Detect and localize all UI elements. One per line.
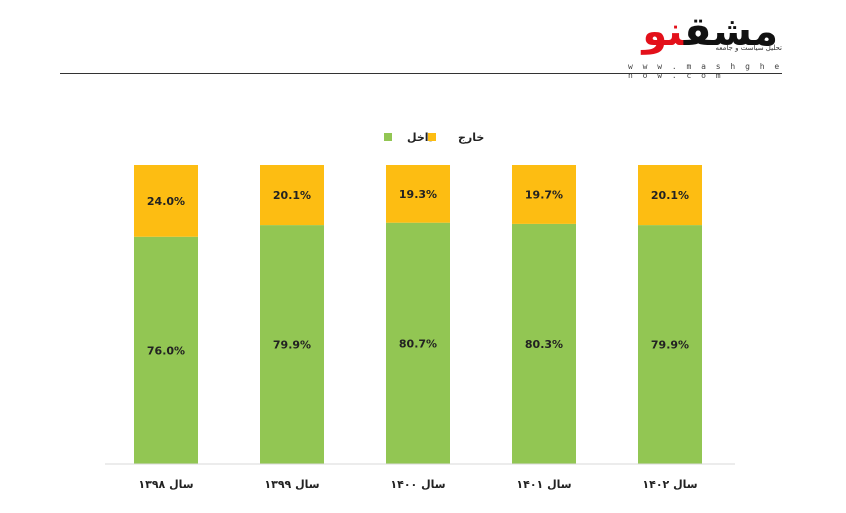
data-label-outside-5: 20.1% <box>651 189 689 202</box>
bar-segment-inside-4 <box>512 223 576 464</box>
bar-segment-inside-5 <box>638 225 702 464</box>
data-label-inside-5: 79.9% <box>651 339 689 352</box>
legend-swatch-outside <box>428 133 436 141</box>
data-label-outside-2: 20.1% <box>273 189 311 202</box>
brand-logo: مشقنو تحلیل سیاست و جامعه w w w . m a s … <box>628 8 788 80</box>
bar-segment-outside-1 <box>134 165 198 237</box>
chart-bars: 76.0% 24.0% 79.9% 20.1% 80.7% 19.3% 80.3% 19.7%… <box>134 165 702 464</box>
data-label-inside-1: 76.0% <box>147 344 185 357</box>
x-tick-label-1: سال ۱۳۹۸ <box>138 478 193 491</box>
logo-word-red: نو <box>642 9 685 55</box>
data-label-outside-1: 24.0% <box>147 195 185 208</box>
x-tick-label-5: سال ۱۴۰۲ <box>642 478 697 491</box>
logo-word-black: مشق <box>683 9 780 55</box>
logo-wordmark: مشقنو <box>642 8 780 56</box>
x-tick-label-3: سال ۱۴۰۰ <box>390 478 445 491</box>
bar-segment-inside-3 <box>386 222 450 464</box>
chart-legend: داخل خارج <box>384 131 484 145</box>
logo-url: w w w . m a s h g h e n o w . c o m <box>628 62 782 80</box>
bar-segment-outside-3 <box>386 165 450 223</box>
header-divider <box>60 73 782 74</box>
data-label-inside-2: 79.9% <box>273 339 311 352</box>
bar-segment-outside-2 <box>260 165 324 226</box>
legend-label-inside: داخل <box>407 131 435 144</box>
data-label-outside-4: 19.7% <box>525 188 563 201</box>
legend-label-outside: خارج <box>458 131 484 145</box>
bar-segment-outside-4 <box>512 165 576 224</box>
legend-swatch-inside <box>384 133 392 141</box>
logo-tagline: تحلیل سیاست و جامعه <box>715 44 782 52</box>
bar-segment-inside-2 <box>260 225 324 464</box>
data-label-outside-3: 19.3% <box>399 188 437 201</box>
bar-segment-inside-1 <box>134 236 198 464</box>
x-tick-label-4: سال ۱۴۰۱ <box>516 478 571 491</box>
bar-segment-outside-5 <box>638 165 702 226</box>
x-tick-label-2: سال ۱۳۹۹ <box>264 478 319 491</box>
data-label-inside-3: 80.7% <box>399 337 437 350</box>
x-axis-tick-labels: سال ۱۳۹۸ سال ۱۳۹۹ سال ۱۴۰۰ سال ۱۴۰۱ سال ۱۴۰۲ <box>138 478 697 491</box>
data-label-inside-4: 80.3% <box>525 338 563 351</box>
